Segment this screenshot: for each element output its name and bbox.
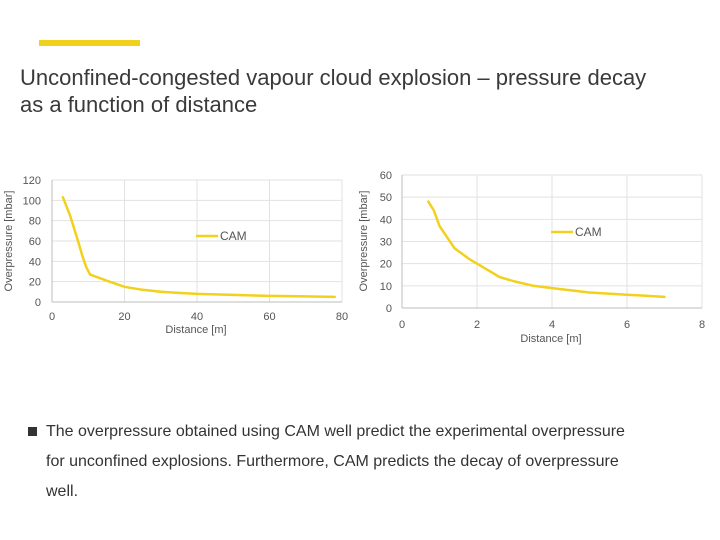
y-tick-label: 10 <box>380 281 392 293</box>
y-tick-label: 100 <box>23 195 41 207</box>
y-tick-label: 40 <box>380 214 392 226</box>
y-tick-label: 0 <box>386 303 392 315</box>
y-tick-label: 60 <box>29 236 41 248</box>
y-tick-label: 50 <box>380 192 392 204</box>
x-tick-label: 8 <box>699 319 705 331</box>
x-axis-title: Distance [m] <box>520 333 581 345</box>
legend-label: CAM <box>575 225 602 239</box>
accent-bar <box>39 40 140 46</box>
y-tick-label: 120 <box>23 175 41 187</box>
bullet-square-icon <box>28 427 37 436</box>
series-line-cam <box>427 200 666 299</box>
x-tick-label: 80 <box>336 311 348 323</box>
x-tick-label: 2 <box>474 319 480 331</box>
y-tick-label: 0 <box>35 297 41 309</box>
legend-label: CAM <box>220 229 247 243</box>
x-tick-label: 60 <box>263 311 275 323</box>
y-axis-title: Overpressure [mbar] <box>3 191 15 292</box>
bullet-text: The overpressure obtained using CAM well… <box>46 423 625 500</box>
title-line-1: Unconfined-congested vapour cloud explos… <box>20 65 647 90</box>
x-tick-label: 0 <box>399 319 405 331</box>
x-tick-label: 20 <box>118 311 130 323</box>
y-tick-label: 80 <box>29 216 41 228</box>
y-axis-title: Overpressure [mbar] <box>358 191 370 292</box>
y-tick-label: 20 <box>380 259 392 271</box>
y-tick-label: 60 <box>380 170 392 182</box>
x-tick-label: 0 <box>49 311 55 323</box>
x-axis-title: Distance [m] <box>165 324 226 336</box>
x-tick-label: 6 <box>624 319 630 331</box>
y-tick-label: 30 <box>380 237 392 249</box>
y-tick-label: 20 <box>29 277 41 289</box>
slide-title: Unconfined-congested vapour cloud explos… <box>20 64 720 118</box>
bullet-point: The overpressure obtained using CAM well… <box>28 418 628 507</box>
y-tick-label: 40 <box>29 256 41 268</box>
x-tick-label: 4 <box>549 319 555 331</box>
title-line-2: as a function of distance <box>20 92 258 117</box>
x-tick-label: 40 <box>191 311 203 323</box>
series-line-cam <box>61 196 337 299</box>
